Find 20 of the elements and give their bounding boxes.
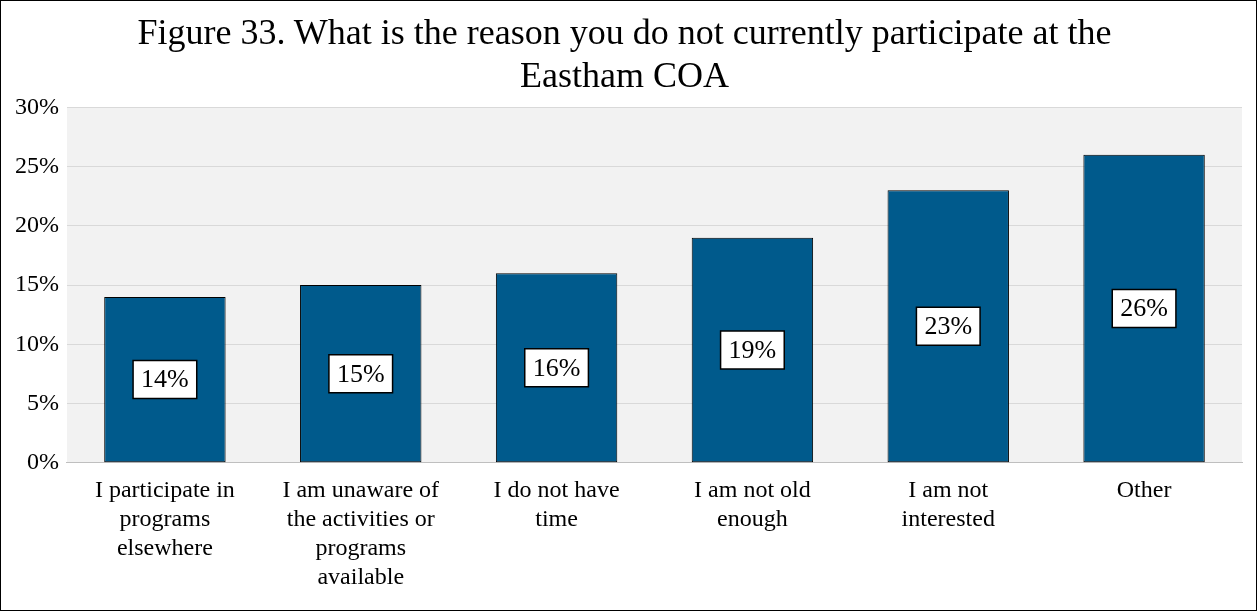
y-tick-label: 30% <box>14 92 59 119</box>
data-label: 15% <box>336 358 385 388</box>
chart-title: Figure 33. What is the reason you do not currently participate at the Eastham COA <box>137 12 1112 96</box>
x-tick-label: I participate in programs elsewhere <box>94 476 235 561</box>
y-tick-label: 20% <box>14 211 59 238</box>
x-tick-label: I am unaware of the activities or programs available <box>282 476 440 589</box>
x-tick-label: I am not old enough <box>694 476 811 532</box>
y-tick-label: 25% <box>14 151 59 178</box>
y-tick-label: 0% <box>26 448 59 475</box>
data-label: 23% <box>924 311 973 341</box>
x-tick-label: Other <box>1116 476 1172 503</box>
x-tick-label: I am not interested <box>901 476 995 532</box>
data-label: 19% <box>728 334 777 364</box>
y-tick-label: 15% <box>14 270 59 297</box>
y-tick-label: 10% <box>14 329 59 356</box>
data-label: 26% <box>1120 293 1168 323</box>
x-tick-label: I do not have time <box>493 476 620 532</box>
y-tick-label: 5% <box>26 388 59 415</box>
data-label: 14% <box>141 364 189 394</box>
data-label: 16% <box>532 352 581 382</box>
